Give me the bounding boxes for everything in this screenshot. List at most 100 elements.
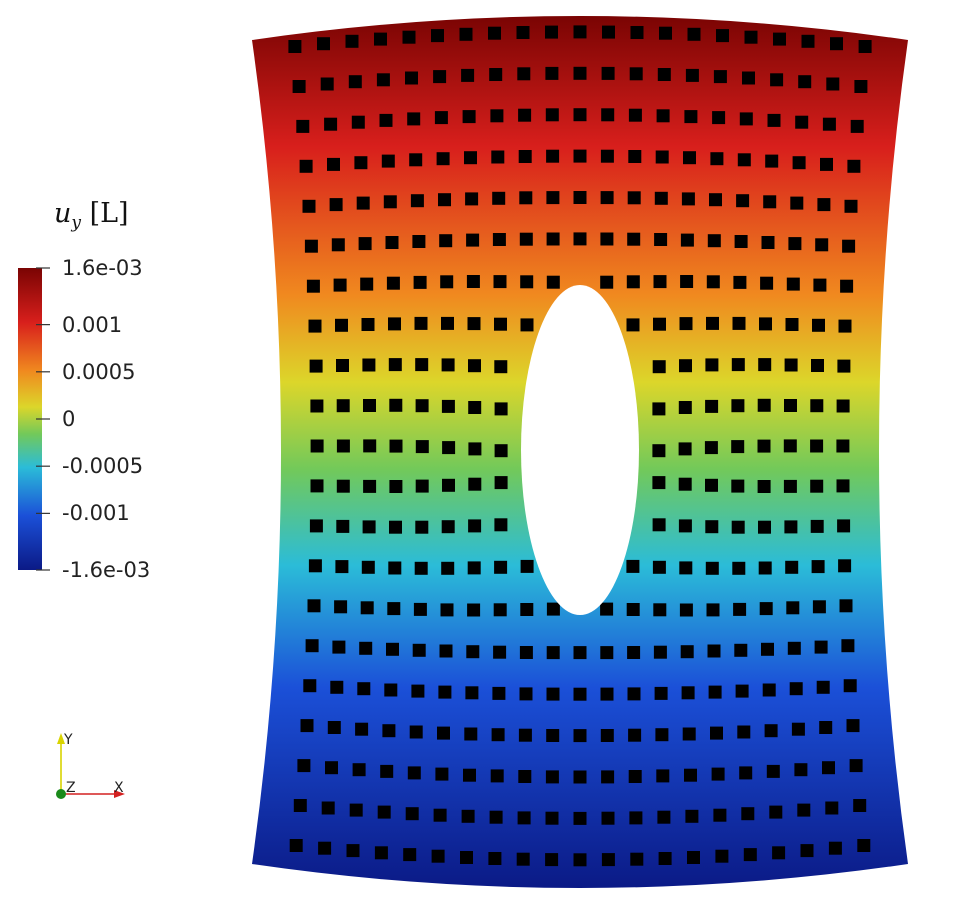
tracking-marker [468, 359, 481, 373]
tracking-marker [601, 811, 615, 825]
tracking-marker [706, 603, 720, 617]
tracking-marker [345, 34, 359, 48]
tracking-marker [546, 232, 560, 246]
tracking-marker [743, 848, 757, 862]
tracking-marker [629, 811, 643, 825]
tracking-marker [310, 399, 324, 413]
tracking-marker [762, 683, 776, 697]
tracking-marker [652, 476, 666, 490]
tracking-marker [785, 560, 799, 574]
colorbar [18, 267, 50, 571]
tracking-marker [407, 112, 421, 126]
tracking-marker [360, 277, 374, 291]
tracking-marker [325, 761, 338, 775]
tracking-marker [384, 683, 398, 697]
tracking-marker [812, 318, 825, 332]
tracking-marker [335, 318, 348, 332]
colorbar-tick-label: -0.0005 [62, 454, 144, 479]
tracking-marker [380, 764, 394, 778]
tracking-marker [687, 851, 700, 864]
tracking-marker [630, 852, 644, 866]
tracking-marker [757, 439, 771, 453]
tracking-marker [293, 799, 307, 812]
tracking-marker [654, 191, 668, 205]
tracking-marker [441, 399, 455, 413]
tracking-marker [844, 199, 858, 213]
tracking-marker [332, 640, 346, 654]
tracking-marker [826, 77, 840, 91]
tracking-marker [409, 725, 423, 739]
tracking-marker [491, 728, 505, 742]
colorbar-tick-label: -0.001 [62, 501, 130, 526]
tracking-marker [461, 809, 475, 823]
tracking-marker [739, 766, 753, 780]
tracking-marker [309, 519, 323, 533]
tracking-marker [466, 233, 480, 247]
tracking-marker [822, 117, 836, 131]
tracking-marker [731, 440, 745, 454]
colorbar-tick-label: -1.6e-03 [62, 558, 151, 582]
tracking-marker [681, 686, 695, 700]
tracking-marker [757, 398, 771, 412]
tracking-marker [361, 560, 375, 574]
tracking-marker [715, 849, 729, 863]
tracking-marker [657, 810, 671, 824]
tracking-marker [494, 402, 508, 416]
tracking-marker [431, 849, 445, 863]
tracking-marker [733, 275, 747, 289]
tracking-marker [731, 520, 745, 534]
tracking-marker [758, 358, 772, 372]
tracking-marker [825, 801, 839, 815]
tracking-marker [784, 399, 797, 412]
tracking-marker [713, 808, 727, 822]
tracking-marker [601, 853, 615, 867]
tracking-marker [600, 275, 614, 289]
tracking-marker [819, 721, 833, 734]
tracking-marker [687, 27, 701, 41]
tracking-marker [545, 108, 559, 122]
tracking-marker [545, 66, 559, 80]
tracking-marker [491, 150, 505, 164]
tracking-marker [402, 30, 416, 44]
tracking-marker [773, 32, 786, 46]
tracking-marker [600, 687, 614, 701]
x-arrow-head [114, 790, 125, 798]
tracking-marker [679, 317, 693, 331]
tracking-marker [468, 442, 482, 456]
tracking-marker [626, 559, 640, 573]
tracking-marker [518, 108, 532, 122]
tracking-marker [737, 153, 751, 167]
tracking-marker [652, 444, 666, 458]
tracking-marker [374, 32, 387, 46]
tracking-marker [518, 728, 532, 742]
tracking-marker [849, 759, 863, 773]
tracking-marker [545, 811, 559, 825]
tracking-marker [626, 275, 640, 289]
tracking-marker [440, 275, 454, 289]
tracking-marker [389, 480, 403, 493]
tracking-marker [678, 477, 692, 491]
tracking-marker [857, 839, 871, 852]
tracking-marker [493, 603, 507, 617]
tracking-marker [545, 770, 559, 784]
tracking-marker [488, 852, 502, 865]
tracking-marker [355, 722, 369, 736]
tracking-marker [351, 115, 365, 129]
tracking-marker [488, 26, 501, 40]
tracking-marker [413, 602, 427, 616]
tracking-marker [414, 316, 428, 330]
tracking-marker [763, 195, 777, 209]
tracking-marker [346, 844, 360, 858]
tracking-marker [732, 561, 746, 575]
tracking-marker [546, 729, 560, 742]
tracking-marker [415, 479, 429, 493]
tracking-marker [573, 232, 587, 246]
tracking-marker [734, 235, 748, 248]
tracking-marker [627, 687, 641, 701]
tracking-marker [798, 75, 812, 89]
tracking-marker [705, 520, 719, 534]
tracking-marker [600, 602, 614, 616]
tracking-marker [836, 399, 850, 413]
tracking-marker [489, 810, 503, 824]
tracking-marker [858, 40, 872, 53]
